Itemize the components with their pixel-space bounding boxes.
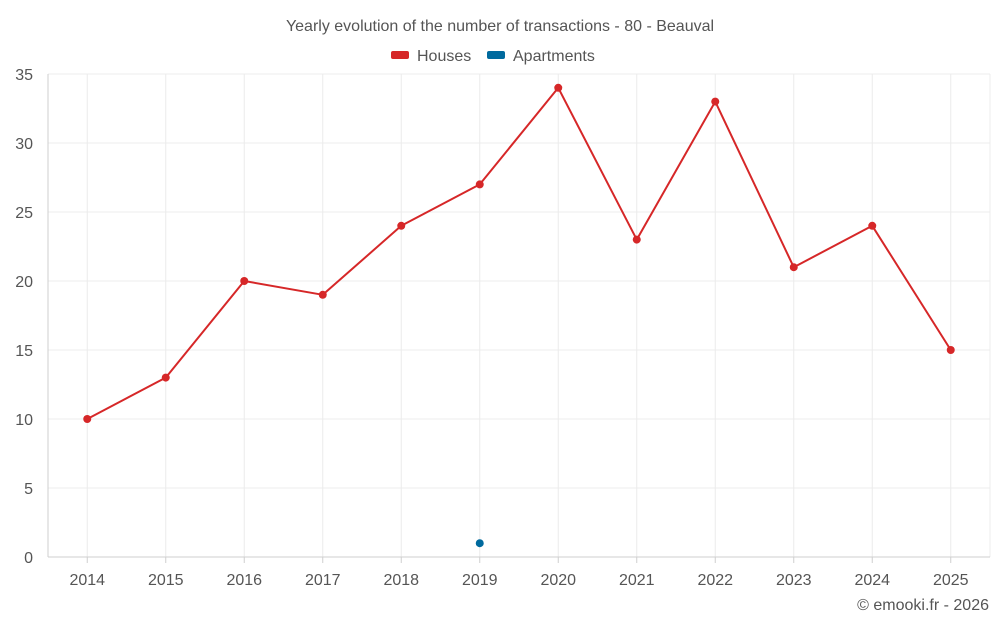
legend: Houses Apartments xyxy=(391,48,595,65)
series-layer xyxy=(83,83,955,548)
y-tick-label: 20 xyxy=(15,274,33,291)
y-tick-label: 35 xyxy=(15,67,33,84)
y-axis-ticks: 0 5 10 15 20 25 30 35 xyxy=(15,67,33,567)
data-point-houses xyxy=(83,415,92,423)
x-tick-label: 2022 xyxy=(697,572,733,589)
y-tick-label: 0 xyxy=(24,550,33,567)
data-point-apartments xyxy=(475,539,484,548)
y-tick-label: 15 xyxy=(15,343,33,360)
x-tick-label: 2023 xyxy=(776,572,812,589)
chart-title: Yearly evolution of the number of transa… xyxy=(286,18,714,35)
data-point-houses xyxy=(554,83,563,92)
data-point-houses xyxy=(240,277,249,285)
data-point-houses xyxy=(475,180,484,189)
x-tick-label: 2018 xyxy=(383,572,419,589)
data-point-houses xyxy=(868,221,877,230)
y-tick-label: 30 xyxy=(15,136,33,153)
credit-text: © emooki.fr - 2026 xyxy=(857,597,989,614)
data-point-houses xyxy=(789,263,798,272)
x-tick-label: 2019 xyxy=(462,572,498,589)
x-axis-ticks: 2014 2015 2016 2017 2018 2019 2020 2021 2022 2023… xyxy=(69,572,968,589)
x-tick-label: 2014 xyxy=(69,572,105,589)
y-tick-label: 10 xyxy=(15,412,33,429)
x-tick-label: 2017 xyxy=(305,572,341,589)
y-tick-label: 5 xyxy=(24,481,33,498)
data-point-houses xyxy=(318,290,327,299)
x-tick-label: 2025 xyxy=(933,572,969,589)
legend-label-apartments[interactable]: Apartments xyxy=(513,48,595,65)
series-line-houses xyxy=(86,86,952,420)
legend-swatch-houses xyxy=(391,51,409,59)
grid xyxy=(48,73,991,557)
x-tick-label: 2024 xyxy=(854,572,890,589)
legend-swatch-apartments xyxy=(487,51,505,59)
x-tick-label: 2016 xyxy=(226,572,262,589)
data-point-houses xyxy=(632,235,641,244)
x-tick-label: 2015 xyxy=(148,572,184,589)
x-tick-label: 2021 xyxy=(619,572,655,589)
x-tick-label: 2020 xyxy=(540,572,576,589)
y-tick-label: 25 xyxy=(15,205,33,222)
legend-label-houses[interactable]: Houses xyxy=(417,48,471,65)
axes xyxy=(47,74,990,563)
data-point-houses xyxy=(711,97,720,106)
data-point-houses xyxy=(397,221,406,230)
data-point-houses xyxy=(161,373,170,382)
data-point-houses xyxy=(946,346,955,354)
